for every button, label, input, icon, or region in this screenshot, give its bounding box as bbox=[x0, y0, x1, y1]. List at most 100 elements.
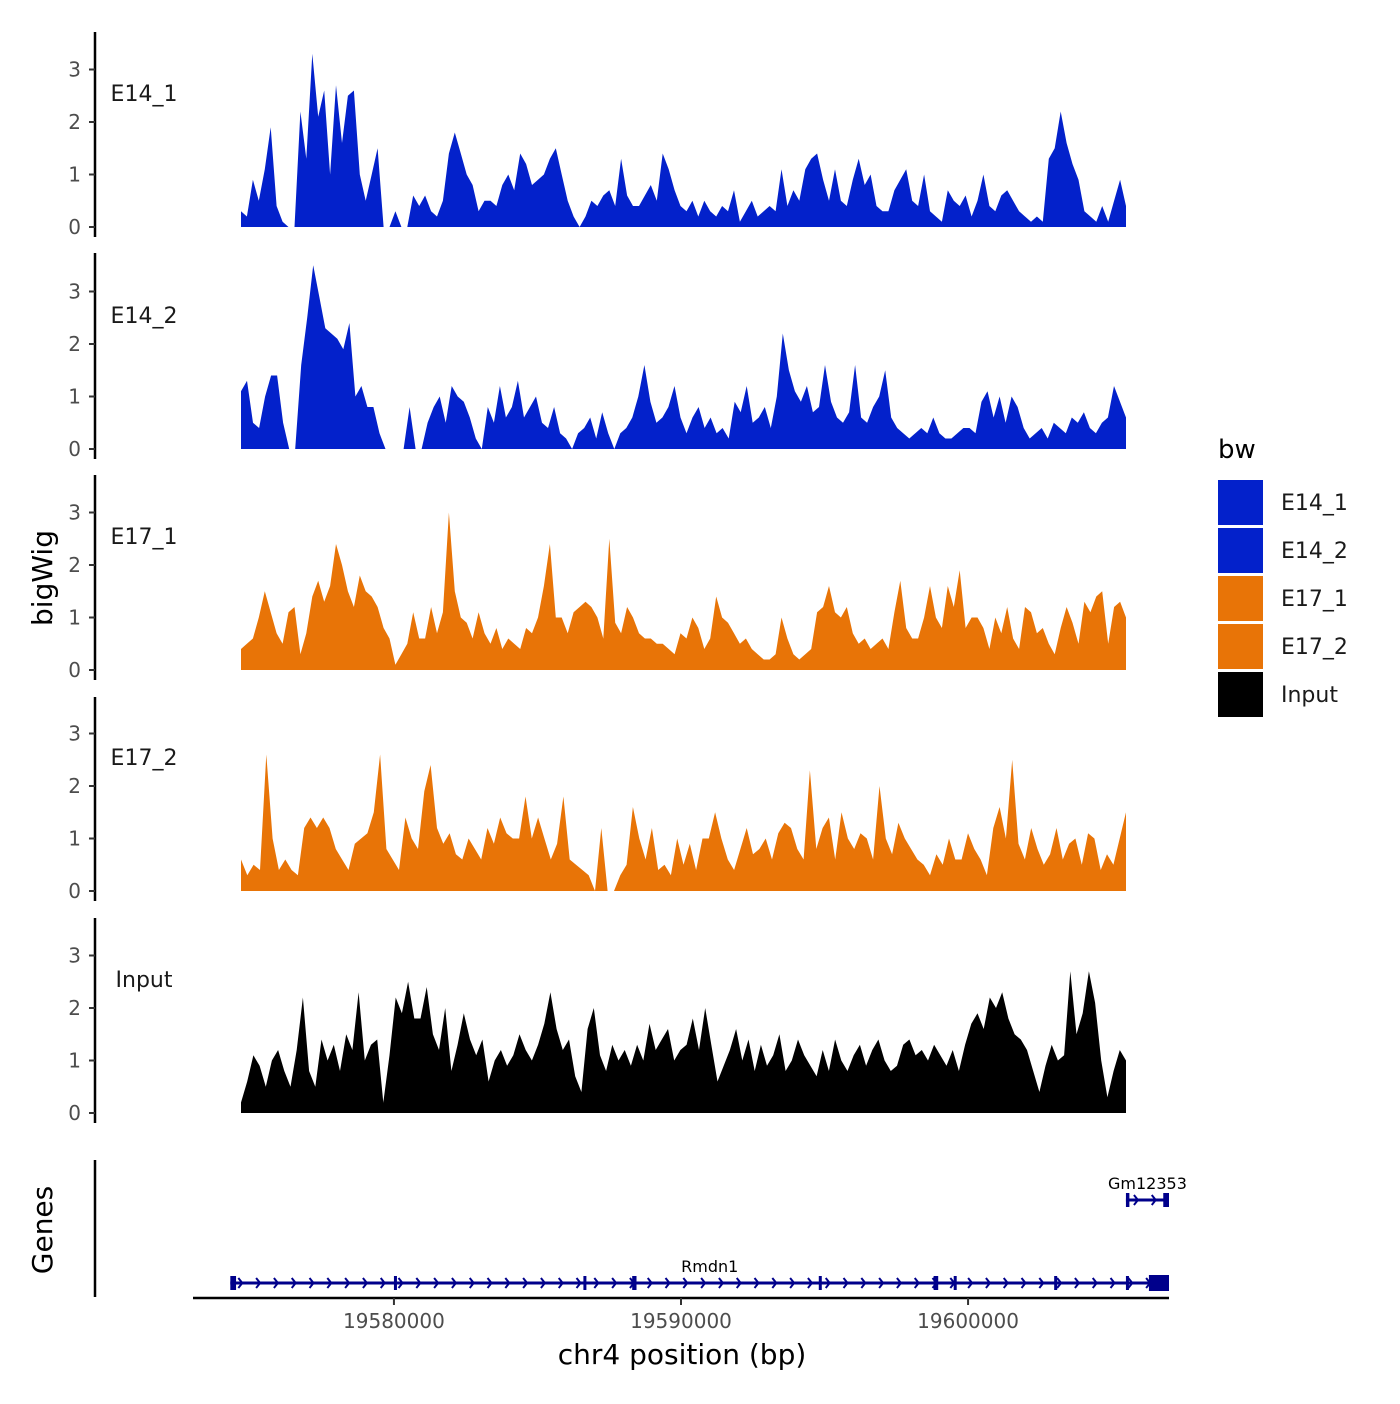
gene-exon bbox=[818, 1276, 822, 1290]
y-tick-label: 2 bbox=[68, 996, 81, 1020]
strand-arrow bbox=[718, 1277, 725, 1289]
legend-swatch bbox=[1218, 672, 1263, 717]
strand-arrow bbox=[540, 1277, 547, 1289]
strand-arrow bbox=[290, 1277, 297, 1289]
track-label: E14_2 bbox=[111, 304, 178, 329]
y-tick-label: 2 bbox=[68, 110, 81, 134]
strand-arrow bbox=[1091, 1277, 1099, 1289]
gene-exon bbox=[1054, 1276, 1058, 1290]
strand-arrow bbox=[1133, 1194, 1140, 1206]
strand-arrow bbox=[504, 1277, 511, 1289]
legend-label: E17_2 bbox=[1281, 635, 1348, 660]
gene-exon bbox=[632, 1276, 637, 1290]
y-tick-label: 3 bbox=[68, 722, 81, 746]
strand-arrow bbox=[1056, 1277, 1063, 1289]
y-tick-label: 0 bbox=[68, 658, 81, 682]
strand-arrow bbox=[646, 1277, 653, 1289]
strand-arrow bbox=[842, 1277, 849, 1289]
gene-exon bbox=[583, 1276, 587, 1290]
strand-arrow bbox=[1109, 1277, 1116, 1289]
strand-arrow bbox=[878, 1277, 885, 1289]
strand-arrow bbox=[379, 1277, 386, 1289]
strand-arrow bbox=[735, 1277, 742, 1289]
gene-label: Gm12353 bbox=[1108, 1174, 1187, 1193]
y-tick-label: 0 bbox=[68, 437, 81, 461]
legend-item: E14_1 bbox=[1218, 480, 1348, 525]
x-axis: 19580000 19590000 19600000 bbox=[193, 1296, 1169, 1333]
gene-exon bbox=[953, 1276, 957, 1290]
strand-arrow bbox=[326, 1277, 333, 1289]
y-tick-label: 2 bbox=[68, 774, 81, 798]
strand-arrow bbox=[593, 1277, 600, 1289]
gene-exon bbox=[933, 1276, 939, 1290]
strand-arrow bbox=[896, 1277, 903, 1289]
strand-arrow bbox=[1074, 1277, 1081, 1289]
gene-exon bbox=[1125, 1276, 1129, 1290]
strand-arrow bbox=[397, 1277, 404, 1289]
strand-arrow bbox=[700, 1277, 707, 1289]
coverage-area-E14_2 bbox=[241, 265, 1126, 449]
y-tick-label: 3 bbox=[68, 280, 81, 304]
strand-arrow bbox=[753, 1277, 760, 1289]
y-tick-label: 0 bbox=[68, 879, 81, 903]
legend-item: E17_1 bbox=[1218, 576, 1348, 621]
gene-label: Rmdn1 bbox=[681, 1257, 738, 1276]
coverage-area-E14_1 bbox=[241, 53, 1126, 227]
strand-arrow bbox=[255, 1277, 262, 1289]
strand-arrow bbox=[807, 1277, 814, 1289]
coverage-area-E17_1 bbox=[241, 512, 1126, 670]
gene-Gm12353: Gm12353 bbox=[1108, 1174, 1187, 1207]
y-tick-label: 3 bbox=[68, 58, 81, 82]
strand-arrow bbox=[344, 1277, 351, 1289]
track-Input: 0 1 2 3 Input bbox=[68, 918, 1126, 1125]
strand-arrow bbox=[415, 1277, 422, 1289]
strand-arrow bbox=[967, 1277, 974, 1289]
track-E14_1: 0 1 2 3 E14_1 bbox=[68, 32, 1126, 239]
y-tick-label: 1 bbox=[68, 606, 81, 630]
coverage-area-Input bbox=[241, 971, 1126, 1113]
strand-arrow bbox=[362, 1277, 369, 1289]
track-label: E17_1 bbox=[111, 525, 178, 550]
strand-arrow bbox=[575, 1277, 582, 1289]
strand-arrow bbox=[664, 1277, 671, 1289]
x-tick-label: 19590000 bbox=[630, 1309, 732, 1333]
strand-arrow bbox=[985, 1277, 992, 1289]
y-tick-label: 2 bbox=[68, 553, 81, 577]
y-tick-label: 2 bbox=[68, 332, 81, 356]
legend-label: E17_1 bbox=[1281, 587, 1348, 612]
track-E14_2: 0 1 2 3 E14_2 bbox=[68, 253, 1126, 461]
genes-panel: Gm12353 Rmdn1 bbox=[93, 1160, 1187, 1297]
y-tick-label: 3 bbox=[68, 944, 81, 968]
strand-arrow bbox=[771, 1277, 778, 1289]
strand-arrow bbox=[913, 1277, 920, 1289]
gene-exon bbox=[1163, 1193, 1169, 1207]
gene-exon bbox=[1125, 1193, 1130, 1207]
y-tick-label: 1 bbox=[68, 163, 81, 187]
y-axis-title: bigWig bbox=[26, 530, 59, 626]
track-label: Input bbox=[116, 968, 173, 993]
legend-swatch bbox=[1218, 480, 1263, 525]
genes-axis-title: Genes bbox=[26, 1186, 59, 1274]
strand-arrow bbox=[273, 1277, 280, 1289]
strand-arrow bbox=[789, 1277, 796, 1289]
legend-item: E17_2 bbox=[1218, 624, 1348, 669]
strand-arrow bbox=[433, 1277, 440, 1289]
strand-arrow bbox=[1038, 1277, 1045, 1289]
x-axis-title: chr4 position (bp) bbox=[558, 1338, 807, 1371]
strand-arrow bbox=[1002, 1277, 1010, 1289]
gene-exon bbox=[393, 1276, 397, 1290]
legend: bw E14_1 E14_2 E17_1 E17_2 Input bbox=[1218, 435, 1348, 717]
strand-arrow bbox=[824, 1277, 831, 1289]
legend-label: E14_1 bbox=[1281, 491, 1348, 516]
x-tick-label: 19600000 bbox=[917, 1309, 1019, 1333]
strand-arrow bbox=[557, 1277, 564, 1289]
strand-arrow bbox=[1127, 1277, 1134, 1289]
y-tick-label: 1 bbox=[68, 385, 81, 409]
gene-exon bbox=[230, 1276, 237, 1290]
strand-arrow bbox=[1150, 1194, 1158, 1206]
strand-arrow bbox=[486, 1277, 493, 1289]
y-tick-label: 3 bbox=[68, 501, 81, 525]
y-tick-label: 0 bbox=[68, 1101, 81, 1125]
strand-arrow bbox=[611, 1277, 618, 1289]
